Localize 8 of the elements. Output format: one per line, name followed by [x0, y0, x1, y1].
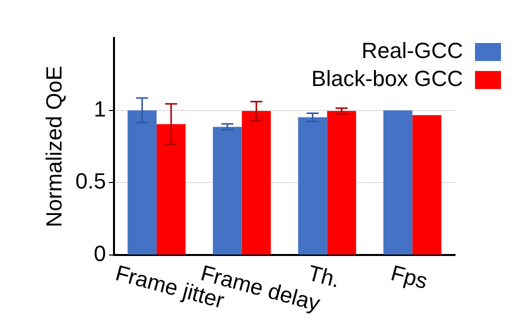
legend-label: Real-GCC [362, 38, 464, 64]
y-tick-label: 0 [94, 241, 106, 266]
legend-label: Black-box GCC [311, 66, 464, 92]
y-tick-label: 0.5 [75, 168, 106, 194]
x-tick-label: Fps [388, 260, 430, 294]
y-tick-label: 1 [94, 96, 106, 122]
x-tick-label: Th. [306, 260, 343, 293]
y-axis-title: Normalized QoE [41, 66, 66, 228]
